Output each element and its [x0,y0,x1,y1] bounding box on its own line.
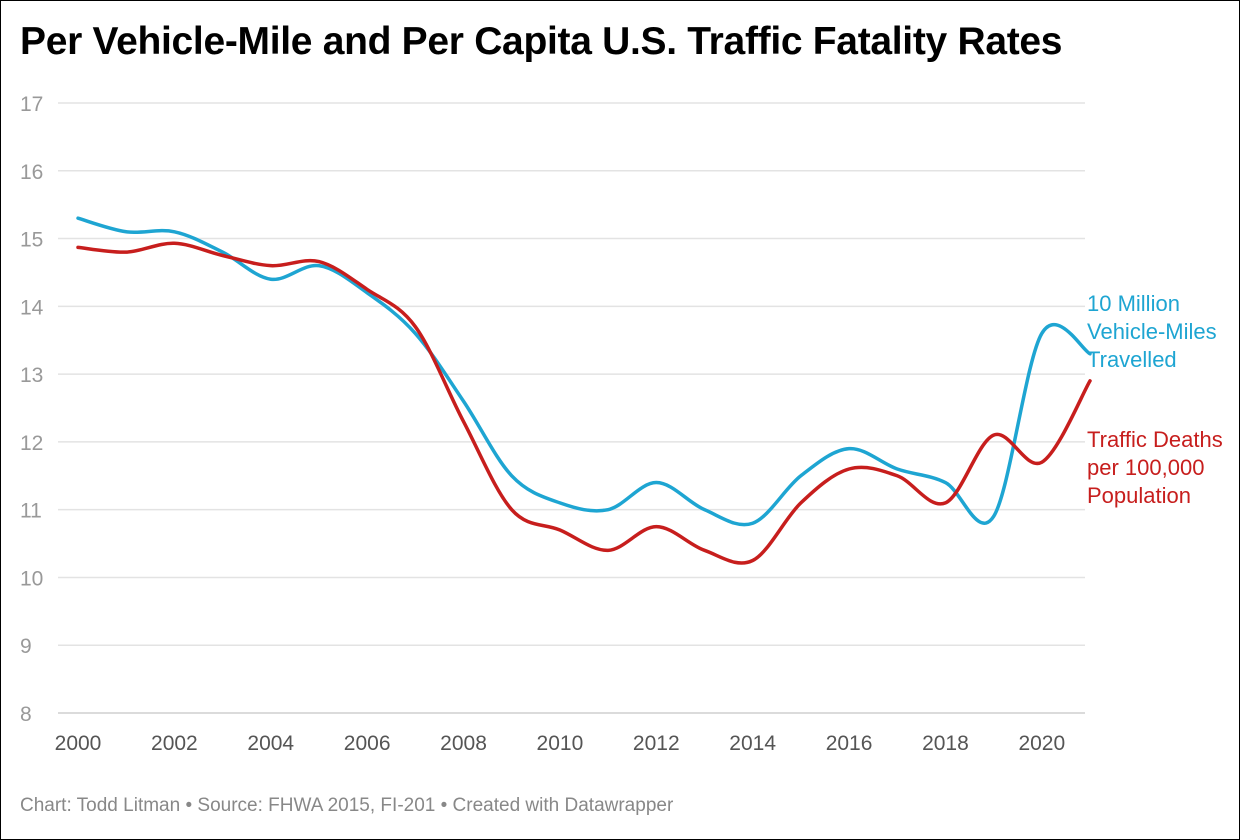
x-tick-label: 2018 [922,732,969,755]
x-tick-label: 2002 [151,732,198,755]
x-tick-label: 2004 [247,732,294,755]
y-tick-label: 14 [20,296,44,319]
x-tick-label: 2006 [344,732,391,755]
x-tick-label: 2016 [826,732,873,755]
series-line-vmt [76,216,1092,527]
x-tick-label: 2008 [440,732,487,755]
series-line-population [76,241,1092,565]
x-tick-label: 2010 [537,732,584,755]
y-tick-label: 11 [20,500,42,523]
y-tick-label: 8 [20,703,32,726]
series-label-vmt: 10 Million Vehicle-Miles Travelled [1087,291,1217,372]
series-label-population: Traffic Deaths per 100,000 Population [1087,427,1223,508]
y-tick-label: 13 [20,364,43,387]
chart-title: Per Vehicle-Mile and Per Capita U.S. Tra… [20,20,1063,63]
y-tick-label: 17 [20,93,43,116]
y-tick-label: 9 [20,635,32,658]
y-tick-label: 12 [20,432,43,455]
y-tick-label: 15 [20,229,43,252]
x-tick-label: 2014 [729,732,776,755]
chart-footer: Chart: Todd Litman • Source: FHWA 2015, … [20,795,674,816]
x-tick-label: 2020 [1018,732,1065,755]
y-tick-label: 10 [20,567,43,590]
x-tick-label: 2000 [55,732,102,755]
y-tick-label: 16 [20,161,43,184]
x-tick-label: 2012 [633,732,680,755]
